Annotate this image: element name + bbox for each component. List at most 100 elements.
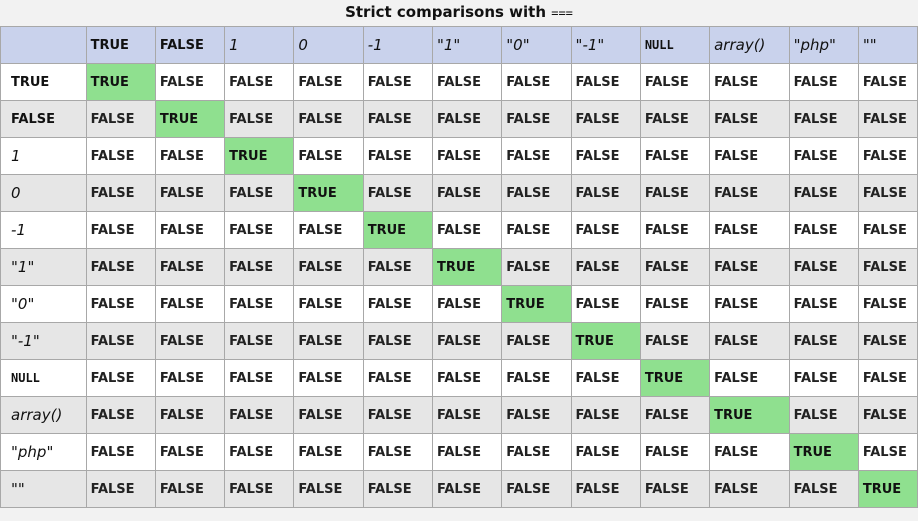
result-cell: FALSE <box>709 63 790 101</box>
result-cell: FALSE <box>709 100 790 138</box>
row-header-label: "0" <box>11 295 35 313</box>
table-row: FALSE FALSE TRUE FALSE FALSE FALSE FALSE FALSE F… <box>0 100 918 138</box>
column-header-label: TRUE <box>90 37 129 53</box>
result-cell: FALSE <box>857 359 918 397</box>
column-header-label: FALSE <box>159 37 204 53</box>
result-cell: FALSE <box>570 100 641 138</box>
result-cell: FALSE <box>639 433 711 471</box>
result-cell: FALSE <box>85 396 156 434</box>
row-header-label: NULL <box>11 370 40 385</box>
result-cell: TRUE <box>293 174 364 212</box>
column-header-3: 1 <box>224 26 295 64</box>
result-cell: TRUE <box>570 322 641 360</box>
column-header-7: "0" <box>501 26 572 64</box>
result-cell: FALSE <box>85 174 156 212</box>
result-cell: FALSE <box>431 433 503 471</box>
row-header-label: array() <box>11 406 63 424</box>
result-cell: FALSE <box>857 396 918 434</box>
result-cell: FALSE <box>431 174 503 212</box>
result-cell: FALSE <box>501 100 572 138</box>
result-cell: TRUE <box>788 433 859 471</box>
column-header-5: -1 <box>362 26 433 64</box>
column-header-label: -1 <box>367 36 383 54</box>
result-cell: FALSE <box>154 248 226 286</box>
result-cell: FALSE <box>362 248 433 286</box>
result-cell: FALSE <box>570 137 641 175</box>
result-cell: FALSE <box>709 211 790 249</box>
column-header-label: array() <box>714 36 766 54</box>
result-cell: FALSE <box>857 174 918 212</box>
result-cell: TRUE <box>431 248 503 286</box>
table-row: 0 FALSE FALSE FALSE TRUE FALSE FALSE FALSE FALSE… <box>0 174 918 212</box>
result-cell: FALSE <box>431 100 503 138</box>
result-cell: FALSE <box>788 63 859 101</box>
table-caption: Strict comparisons with === <box>0 0 918 26</box>
result-cell: FALSE <box>224 63 295 101</box>
result-cell: FALSE <box>857 100 918 138</box>
result-cell: FALSE <box>639 137 711 175</box>
column-header-2: FALSE <box>154 26 226 64</box>
result-cell: FALSE <box>224 248 295 286</box>
result-cell: FALSE <box>85 248 156 286</box>
result-cell: FALSE <box>85 359 156 397</box>
result-cell: FALSE <box>788 174 859 212</box>
result-cell: FALSE <box>154 433 226 471</box>
row-header-label: 0 <box>11 184 21 202</box>
result-cell: FALSE <box>639 63 711 101</box>
column-header-10: array() <box>709 26 790 64</box>
result-cell: FALSE <box>293 322 364 360</box>
result-cell: TRUE <box>501 285 572 323</box>
row-header-label: "php" <box>11 443 54 461</box>
result-cell: TRUE <box>85 63 156 101</box>
result-cell: FALSE <box>431 359 503 397</box>
row-header: "-1" <box>0 322 87 360</box>
table-row: TRUE TRUE FALSE FALSE FALSE FALSE FALSE FALSE FA… <box>0 63 918 101</box>
result-cell: FALSE <box>224 285 295 323</box>
result-cell: FALSE <box>293 63 364 101</box>
result-cell: FALSE <box>788 396 859 434</box>
result-cell: FALSE <box>570 433 641 471</box>
result-cell: FALSE <box>570 359 641 397</box>
result-cell: FALSE <box>362 285 433 323</box>
row-header: -1 <box>0 211 87 249</box>
result-cell: FALSE <box>639 285 711 323</box>
caption-text: Strict comparisons with <box>345 3 552 21</box>
row-header-label: 1 <box>11 147 21 165</box>
result-cell: FALSE <box>362 63 433 101</box>
result-cell: FALSE <box>788 285 859 323</box>
result-cell: FALSE <box>431 63 503 101</box>
column-header-label: 0 <box>298 36 308 54</box>
result-cell: FALSE <box>639 211 711 249</box>
column-header-12: "" <box>857 26 918 64</box>
row-header-label: -1 <box>11 221 26 239</box>
result-cell: FALSE <box>362 396 433 434</box>
result-cell: FALSE <box>293 211 364 249</box>
result-cell: FALSE <box>293 359 364 397</box>
column-header-label: NULL <box>644 37 674 52</box>
row-header-label: "" <box>11 480 25 498</box>
table-body: TRUE TRUE FALSE FALSE FALSE FALSE FALSE FALSE FA… <box>0 63 918 508</box>
result-cell: FALSE <box>639 174 711 212</box>
result-cell: FALSE <box>857 211 918 249</box>
column-header-label: 1 <box>229 36 239 54</box>
result-cell: FALSE <box>224 470 295 508</box>
result-cell: FALSE <box>570 285 641 323</box>
column-header-9: NULL <box>639 26 711 64</box>
row-header-label: TRUE <box>11 74 50 90</box>
row-header: NULL <box>0 359 87 397</box>
column-header-label: "0" <box>506 36 530 54</box>
table-row: 1 FALSE FALSE TRUE FALSE FALSE FALSE FALSE FALSE… <box>0 137 918 175</box>
row-header-label: FALSE <box>11 111 55 127</box>
table-row: "" FALSE FALSE FALSE FALSE FALSE FALSE FALSE FAL… <box>0 470 918 508</box>
result-cell: FALSE <box>788 470 859 508</box>
result-cell: FALSE <box>293 100 364 138</box>
column-header-label: "php" <box>793 36 836 54</box>
result-cell: FALSE <box>501 359 572 397</box>
result-cell: FALSE <box>85 285 156 323</box>
result-cell: FALSE <box>788 248 859 286</box>
result-cell: FALSE <box>639 322 711 360</box>
result-cell: FALSE <box>709 174 790 212</box>
result-cell: TRUE <box>154 100 226 138</box>
result-cell: FALSE <box>709 433 790 471</box>
